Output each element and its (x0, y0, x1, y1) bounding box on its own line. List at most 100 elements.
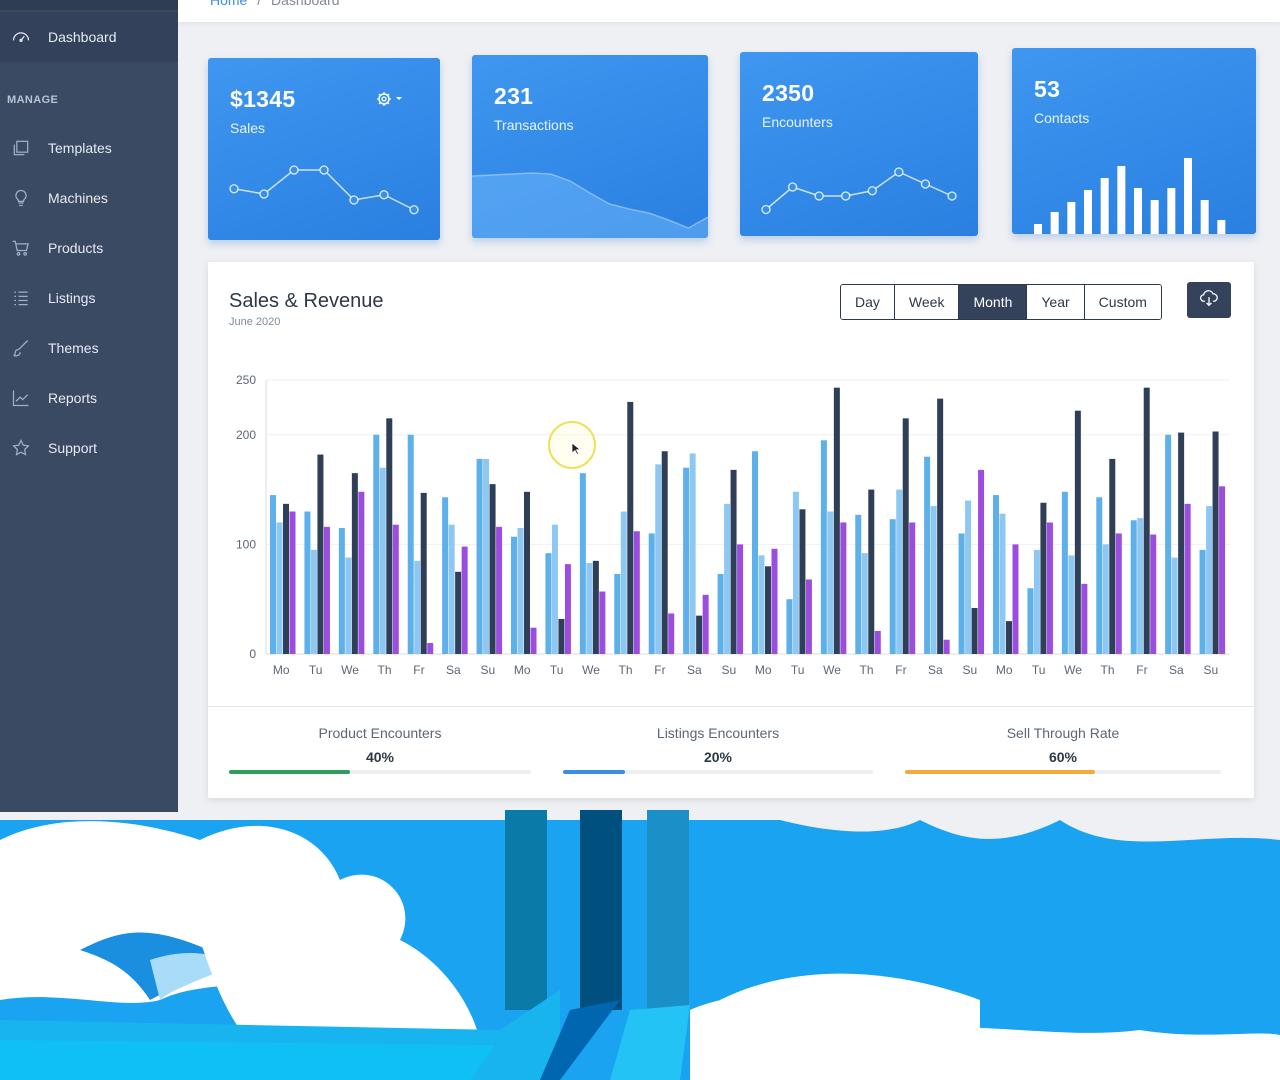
chart-bar (868, 489, 875, 654)
chart-line-icon (10, 387, 32, 409)
sales-card[interactable]: $1345 Sales (208, 58, 440, 240)
x-tick-label: Sa (446, 663, 461, 677)
chart-bar (874, 630, 881, 654)
sparkline-point (229, 184, 239, 194)
metric-name: Sell Through Rate (1006, 725, 1120, 741)
chart-bar (696, 615, 703, 654)
sidebar-topbar (0, 0, 178, 10)
chart-bar (1137, 518, 1144, 654)
x-tick-label: Tu (1032, 663, 1046, 677)
sidebar-item-listings[interactable]: Listings (0, 276, 178, 320)
chart-bar (1184, 503, 1191, 654)
chart-bar (496, 526, 503, 654)
range-custom-button[interactable]: Custom (1084, 285, 1161, 319)
chart-bar (1102, 544, 1109, 654)
encounters-card[interactable]: 2350 Encounters (740, 52, 978, 236)
x-tick-label: Fr (1136, 663, 1147, 677)
sidebar-item-reports[interactable]: Reports (0, 376, 178, 420)
range-day-button[interactable]: Day (841, 285, 895, 319)
sparkline-point (761, 204, 771, 215)
x-tick-label: Fr (413, 663, 424, 677)
sidebar-item-label: Themes (48, 340, 99, 356)
card-value: 53 (1034, 76, 1061, 102)
sparkline-point (289, 165, 299, 175)
chart-bar (1150, 534, 1157, 654)
chart-bar (276, 522, 283, 654)
y-tick-label: 200 (236, 428, 256, 442)
chart-bar (476, 458, 483, 654)
chart-bar (889, 519, 896, 654)
chart-bar (978, 469, 985, 654)
x-tick-label: Mo (514, 663, 531, 677)
chart-bar (937, 398, 944, 654)
chart-bar (592, 560, 599, 654)
chart-bar (614, 573, 621, 654)
chart-bar (551, 524, 558, 654)
chart-bar (1143, 387, 1150, 654)
chart-bar (965, 500, 972, 654)
chart-bar (752, 451, 758, 654)
x-tick-label: Sa (1169, 663, 1184, 677)
chart-bar (586, 563, 593, 654)
card-value: 2350 (762, 80, 815, 106)
sparkline-bar (1217, 220, 1226, 234)
chart-bar (1130, 520, 1137, 654)
download-button[interactable] (1187, 282, 1231, 318)
chart-bar (620, 511, 627, 654)
range-month-button[interactable]: Month (959, 285, 1028, 319)
gear-dropdown-icon[interactable] (376, 90, 408, 113)
x-tick-label: Th (1100, 663, 1114, 677)
metric-value: 20% (703, 749, 733, 765)
chart-bar (896, 489, 903, 654)
chart-bar (323, 526, 330, 654)
sidebar-item-dashboard[interactable]: Dashboard (0, 12, 178, 62)
x-tick-label: Su (480, 663, 495, 677)
chart-bar (530, 627, 537, 654)
chart-bar (270, 495, 276, 654)
range-selector: Day Week Month Year Custom (840, 284, 1162, 320)
chart-bar (902, 418, 909, 654)
chart-bar (724, 503, 731, 654)
x-tick-label: Sa (687, 663, 702, 677)
chart-bar (1199, 549, 1206, 654)
contacts-bar-sparkline (1034, 158, 1226, 234)
chart-bar (971, 607, 978, 654)
sparkline-point (920, 179, 931, 189)
chart-bar (289, 511, 296, 654)
chart-bar (379, 467, 386, 654)
x-tick-label: Th (618, 663, 632, 677)
sparkline-bar (1084, 190, 1092, 234)
chart-bar (958, 533, 965, 654)
chart-bar (786, 599, 793, 654)
range-week-button[interactable]: Week (894, 285, 960, 319)
chart-bar (427, 643, 434, 654)
sparkline-point (409, 205, 419, 215)
x-tick-label: Sa (928, 663, 943, 677)
chart-bar (448, 524, 455, 654)
sparkline-path (765, 171, 953, 211)
sidebar-item-support[interactable]: Support (0, 426, 178, 470)
chart-bar (668, 613, 675, 654)
sparkline-point (349, 195, 359, 205)
sidebar-item-machines[interactable]: Machines (0, 176, 178, 220)
sales-revenue-panel: Sales & Revenue June 2020 Day Week Month… (208, 262, 1254, 798)
sidebar-item-label: Machines (48, 190, 108, 206)
range-year-button[interactable]: Year (1027, 285, 1085, 319)
chart-bar (442, 497, 449, 654)
chart-bar (771, 548, 778, 654)
contacts-card[interactable]: 53 Contacts (1012, 48, 1256, 234)
sidebar-item-label: Reports (48, 390, 98, 406)
sidebar-item-themes[interactable]: Themes (0, 326, 178, 370)
sidebar-item-templates[interactable]: Templates (0, 126, 178, 170)
chart-bar (386, 418, 393, 654)
metric-name: Product Encounters (318, 725, 442, 741)
chart-bar (648, 533, 655, 654)
sidebar-item-products[interactable]: Products (0, 226, 178, 270)
chart-bar (351, 473, 358, 654)
chart-bar (1165, 434, 1172, 654)
chart-bar (1109, 458, 1116, 654)
breadcrumb-home-link[interactable]: Home (210, 0, 248, 8)
transactions-card[interactable]: 231 Transactions (472, 55, 708, 238)
metric-progress-fill (229, 770, 350, 774)
speedometer-icon (10, 26, 32, 48)
